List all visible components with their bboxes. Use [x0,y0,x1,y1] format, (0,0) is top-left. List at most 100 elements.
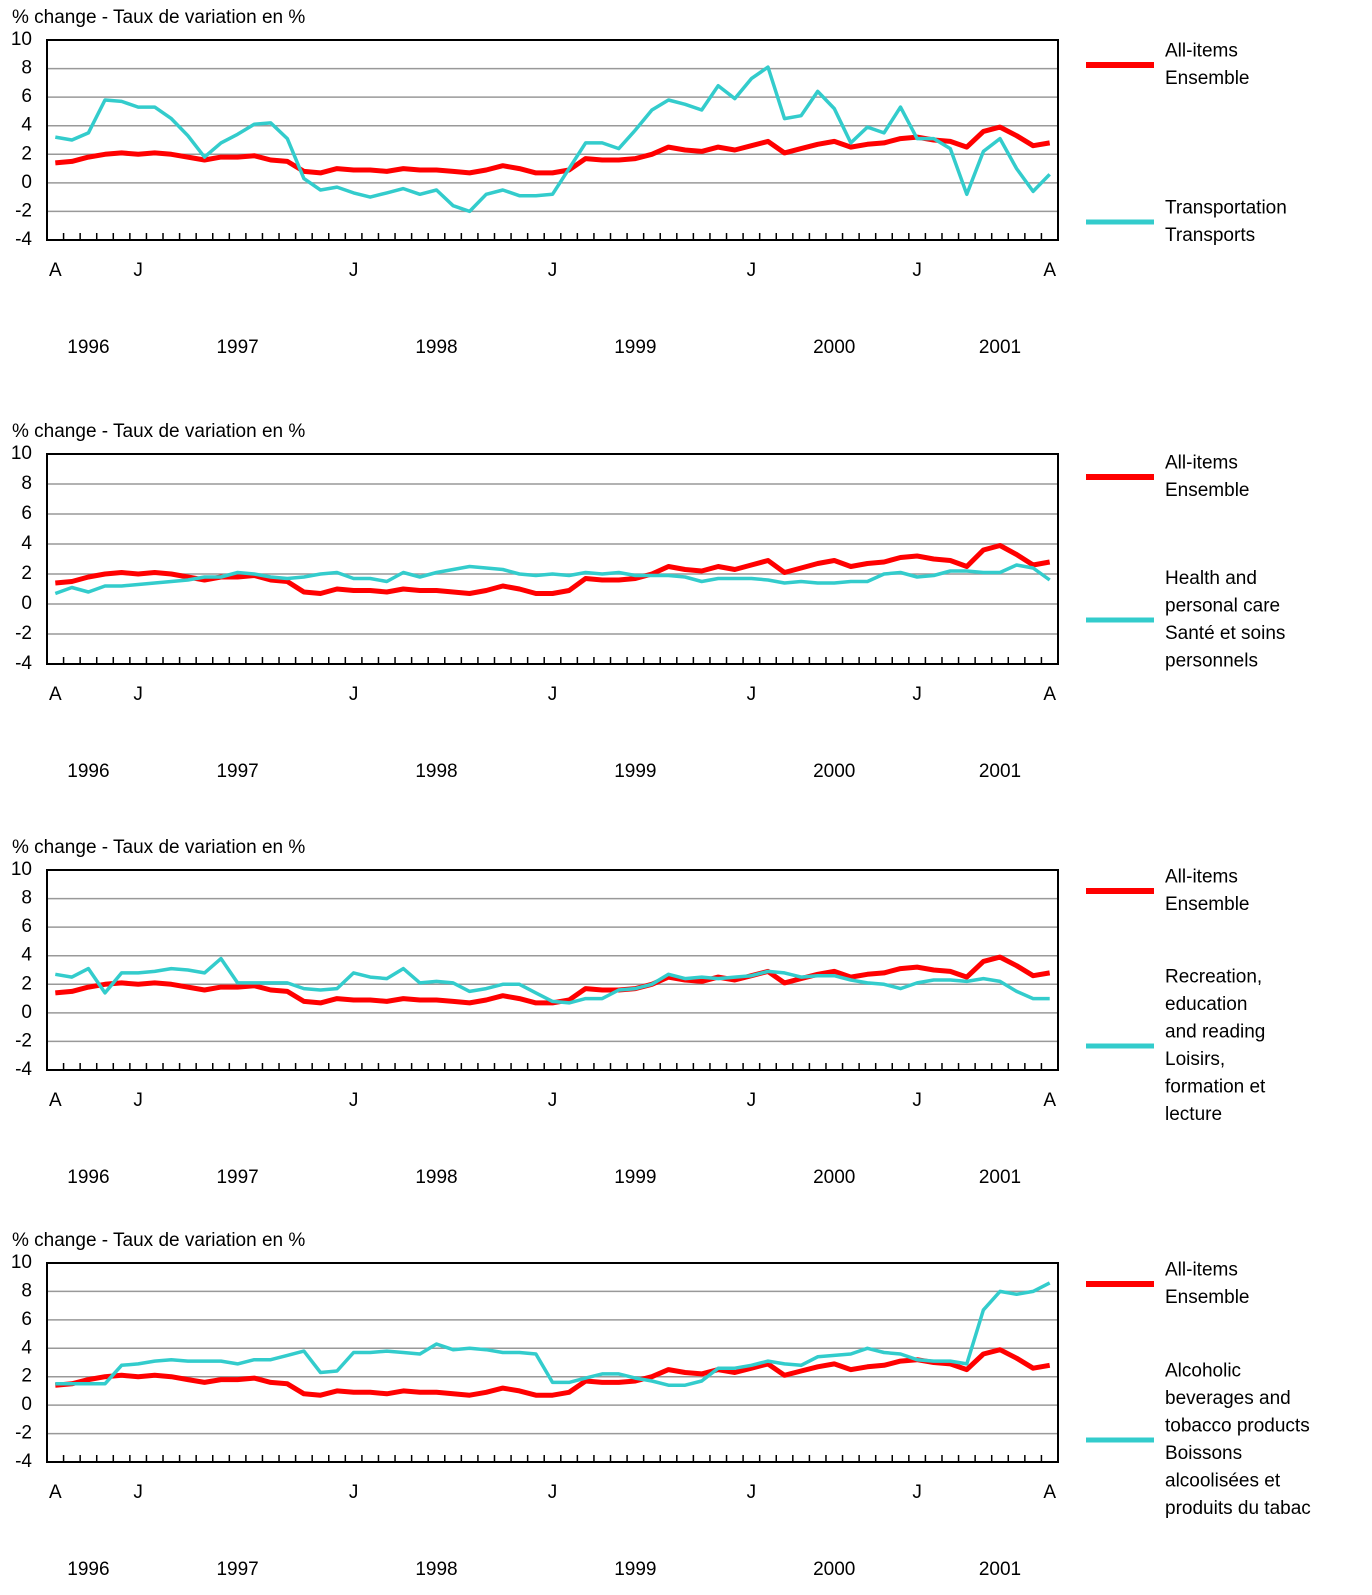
x-tick-label: J [548,260,558,281]
x-tick-label: J [133,1482,143,1503]
year-label: 2001 [979,1559,1021,1580]
plot-frame [46,1262,1059,1463]
y-tick-label: 8 [21,473,32,494]
year-label: 1997 [216,1167,258,1188]
year-label: 2000 [813,1559,855,1580]
x-tick-label: J [133,260,143,281]
legend-label: All-items [1165,1259,1238,1280]
year-label: 1998 [415,1167,457,1188]
series-line [55,124,1051,176]
year-label: 2000 [813,761,855,782]
y-tick-label: -2 [15,623,32,644]
y-tick-label: 0 [21,1002,32,1023]
y-axis-label: % change - Taux de variation en % [12,1230,305,1251]
year-label: 1996 [67,761,109,782]
series-line [55,1281,1051,1387]
year-label: 1998 [415,761,457,782]
year-label: 2001 [979,761,1021,782]
legend-label: personnels [1165,650,1258,671]
legend-label: All-items [1165,40,1238,61]
x-tick-label: J [548,1482,558,1503]
series-line [54,563,1051,596]
chart-panel: % change - Taux de variation en % -4 -2 0 2 4… [11,421,1286,782]
x-tick-label: A [1043,260,1056,281]
y-tick-label: 10 [11,443,32,464]
y-tick-label: 4 [21,115,32,136]
legend-label: personal care [1165,595,1280,616]
plot-frame [46,869,1059,1071]
year-label: 1996 [67,1559,109,1580]
legend-label: Ensemble [1165,894,1250,915]
year-label: 1996 [67,1167,109,1188]
series-line [55,954,1051,1006]
legend-label: Boissons [1165,1443,1242,1464]
year-label: 2000 [813,1167,855,1188]
legend-label: formation et [1165,1076,1266,1097]
series-line [55,543,1051,596]
legend-label: Santé et soins [1165,623,1285,644]
legend-label: alcoolisées et [1165,1470,1281,1491]
y-tick-label: 8 [21,888,32,909]
legend-label: Ensemble [1165,480,1250,501]
legend-label: and reading [1165,1021,1265,1042]
plot-frame [46,453,1059,665]
x-tick-label: J [747,1090,757,1111]
legend-label: tobacco products [1165,1415,1310,1436]
year-label: 2001 [979,337,1021,358]
year-label: 1999 [614,1559,656,1580]
y-tick-label: -2 [15,200,32,221]
series-line [54,65,1051,214]
legend-label: All-items [1165,452,1238,473]
legend-label: lecture [1165,1104,1222,1125]
y-tick-label: 10 [11,29,32,50]
year-label: 1999 [614,1167,656,1188]
year-label: 1998 [415,337,457,358]
y-tick-label: 8 [21,58,32,79]
y-tick-label: 4 [21,533,32,554]
x-tick-label: A [1043,1482,1056,1503]
x-tick-label: J [349,260,359,281]
x-tick-label: J [912,1090,922,1111]
x-tick-label: A [49,1090,62,1111]
x-tick-label: A [49,260,62,281]
legend-label: Health and [1165,568,1257,589]
x-tick-label: J [133,1090,143,1111]
y-tick-label: 0 [21,172,32,193]
y-tick-label: 2 [21,143,32,164]
legend-label: Ensemble [1165,1287,1250,1308]
y-tick-label: 10 [11,1252,32,1273]
x-tick-label: J [349,1482,359,1503]
legend-label: Ensemble [1165,68,1250,89]
y-tick-label: 0 [21,593,32,614]
x-tick-label: J [349,1090,359,1111]
legend-label: produits du tabac [1165,1498,1311,1519]
legend-label: Recreation, [1165,966,1262,987]
y-tick-label: -4 [15,1451,32,1472]
year-label: 1999 [614,337,656,358]
legend-label: beverages and [1165,1388,1291,1409]
y-tick-label: -4 [15,653,32,674]
year-label: 2000 [813,337,855,358]
x-tick-label: J [747,260,757,281]
chart-panel: % change - Taux de variation en % -4 -2 0 2 4… [11,837,1266,1188]
y-tick-label: 2 [21,973,32,994]
legend-label: Alcoholic [1165,1360,1241,1381]
y-tick-label: 0 [21,1394,32,1415]
y-tick-label: -4 [15,1059,32,1080]
y-tick-label: 2 [21,1366,32,1387]
x-tick-label: J [912,1482,922,1503]
year-label: 1999 [614,761,656,782]
y-axis-label: % change - Taux de variation en % [12,837,305,858]
x-tick-label: A [49,684,62,705]
y-tick-label: -2 [15,1030,32,1051]
x-tick-label: J [912,260,922,281]
x-tick-label: J [747,684,757,705]
legend-label: Transports [1165,225,1255,246]
year-label: 2001 [979,1167,1021,1188]
y-tick-label: 6 [21,86,32,107]
series-line [55,956,1050,1005]
y-tick-label: 8 [21,1280,32,1301]
x-tick-label: A [49,1482,62,1503]
x-tick-label: J [548,684,558,705]
